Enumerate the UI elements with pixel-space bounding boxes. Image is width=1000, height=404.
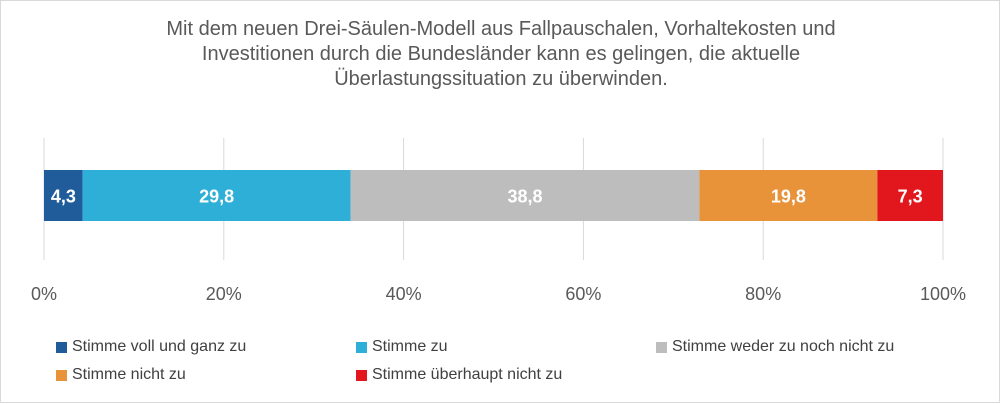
x-tick-label: 60% (565, 284, 601, 304)
data-label: 29,8 (199, 187, 234, 207)
x-tick-label: 40% (386, 284, 422, 304)
x-tick-label: 20% (206, 284, 242, 304)
bar-segment (44, 170, 83, 221)
data-label: 38,8 (507, 187, 542, 207)
bar-segment (877, 170, 943, 221)
bar-segment (350, 170, 700, 221)
bar-segment (82, 170, 351, 221)
x-tick-label: 100% (920, 284, 966, 304)
x-tick-label: 80% (745, 284, 781, 304)
chart-title: Mit dem neuen Drei-Säulen-Modell aus Fal… (166, 18, 836, 90)
data-label: 7,3 (898, 187, 923, 207)
x-tick-label: 0% (31, 284, 57, 304)
data-label: 4,3 (51, 187, 76, 207)
bar-segment (699, 170, 878, 221)
data-label: 19,8 (771, 187, 806, 207)
